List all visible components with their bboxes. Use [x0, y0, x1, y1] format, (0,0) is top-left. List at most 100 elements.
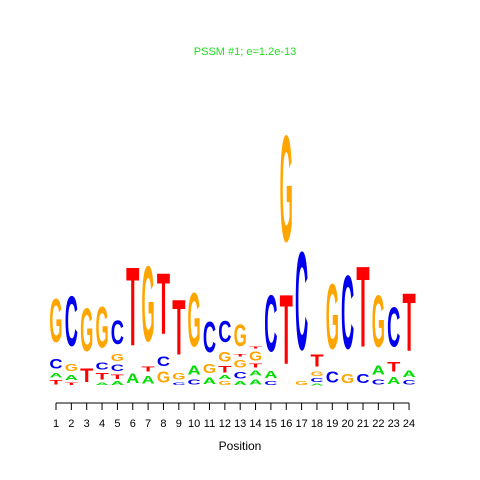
logo-letter-g: G: [142, 245, 155, 365]
logo-letter-a: A: [126, 371, 139, 387]
logo-letter-c: C: [264, 380, 278, 386]
logo-letter-a: A: [95, 382, 109, 386]
logo-letter-a: A: [249, 377, 262, 386]
logo-letter-t: T: [310, 351, 323, 371]
logo-letter-c: C: [188, 377, 201, 386]
logo-letter-c: C: [264, 279, 277, 369]
logo-letter-a: A: [188, 364, 201, 378]
logo-letter-g: G: [234, 319, 247, 354]
logo-letter-t: T: [111, 374, 125, 381]
x-tick-label: 4: [99, 418, 105, 430]
x-tick-label: 16: [280, 418, 292, 430]
x-tick-label: 18: [311, 418, 323, 430]
logo-letter-c: C: [341, 254, 354, 371]
logo-letter-g: G: [218, 350, 231, 365]
x-tick-label: 6: [130, 418, 136, 430]
x-tick-label: 10: [188, 418, 200, 430]
logo-letter-a: A: [203, 377, 216, 387]
x-tick-label: 19: [326, 418, 338, 430]
x-tick-label: 12: [219, 418, 231, 430]
x-axis-title: Position: [219, 439, 262, 453]
logo-letter-a: A: [111, 380, 125, 386]
logo-letter-g: G: [326, 265, 339, 369]
logo-letter-g: G: [341, 372, 354, 386]
logo-letter-t: T: [95, 372, 108, 382]
logo-letter-t: T: [356, 242, 369, 371]
logo-letter-t: T: [249, 346, 263, 349]
x-tick-label: 9: [176, 418, 182, 430]
logo-letter-t: T: [280, 276, 293, 387]
logo-letter-c: C: [402, 379, 415, 386]
logo-letter-g: G: [111, 351, 124, 363]
x-tick-label: 7: [145, 418, 151, 430]
x-tick-label: 17: [295, 418, 307, 430]
logo-letter-t: T: [142, 365, 155, 374]
logo-letter-c: C: [310, 377, 324, 383]
logo-letter-g: G: [280, 103, 293, 273]
x-tick-label: 21: [357, 418, 369, 430]
logo-letter-t: T: [172, 283, 185, 372]
chart-title: PSSM #1; e=1.2e-13: [194, 46, 296, 58]
x-tick-label: 3: [84, 418, 90, 430]
logo-letter-c: C: [326, 369, 339, 386]
logo-letter-a: A: [310, 383, 324, 386]
logo-letter-g: G: [172, 372, 185, 382]
logo-letter-g: G: [372, 281, 385, 364]
x-axis: 1 2 3 4 5 6 7 8 9 10 11 12 13 14 15 16 17 18 19 20 21 22 23 24: [53, 402, 415, 430]
logo-letter-t: T: [234, 353, 248, 357]
logo-letter-g: G: [157, 369, 170, 386]
logo-letter-g: G: [218, 380, 231, 386]
logo-letter-t: T: [157, 257, 170, 353]
logo-letter-c: C: [172, 382, 186, 386]
logo-letter-g: G: [310, 370, 323, 377]
logo-letter-c: C: [49, 357, 62, 373]
logo-letter-c: C: [387, 295, 400, 358]
x-tick-label: 24: [403, 418, 415, 430]
logo-letter-c: C: [65, 283, 78, 362]
x-tick-label: 8: [160, 418, 166, 430]
logo-letter-t: T: [387, 359, 400, 374]
logo-letter-a: A: [218, 375, 232, 381]
logo-letter-a: A: [402, 369, 415, 379]
logo-letter-a: A: [65, 373, 78, 382]
logo-letter-a: A: [142, 374, 155, 387]
logo-letter-t: T: [249, 363, 263, 369]
logo-letter-c: C: [111, 364, 124, 374]
logo-letter-g: G: [49, 286, 62, 356]
x-tick-label: 15: [265, 418, 277, 430]
logo-letter-g: G: [295, 380, 308, 386]
logo-letter-t: T: [218, 364, 231, 374]
logo-letter-c: C: [295, 223, 308, 380]
logo-letter-c: C: [372, 377, 385, 386]
logo-letter-t: T: [80, 366, 94, 387]
logo-letter-c: C: [157, 354, 170, 370]
logo-letter-g: G: [234, 358, 247, 371]
logo-letter-t: T: [65, 382, 79, 386]
logo-letter-g: G: [80, 295, 93, 365]
logo-letter-g: G: [203, 362, 216, 376]
x-tick-label: 1: [53, 418, 59, 430]
logo-letter-c: C: [95, 361, 109, 372]
letter-stacks: TACGTAGCTGATCGATCGCATATGGCTCGTCAGAGCGATG…: [49, 103, 415, 386]
x-tick-label: 2: [68, 418, 74, 430]
logo-letter-c: C: [218, 315, 231, 349]
x-tick-label: 22: [372, 418, 384, 430]
logo-letter-a: A: [49, 372, 62, 379]
logo-letter-g: G: [249, 349, 262, 363]
logo-letter-g: G: [95, 296, 108, 361]
logo-letter-a: A: [372, 364, 385, 378]
logo-letter-t: T: [402, 275, 415, 368]
x-tick-label: 14: [249, 418, 261, 430]
logo-letter-a: A: [234, 380, 248, 386]
logo-letter-a: A: [264, 370, 278, 381]
logo-letter-c: C: [203, 314, 216, 362]
x-tick-label: 13: [234, 418, 246, 430]
logo-letter-t: T: [49, 379, 63, 386]
logo-letter-c: C: [111, 313, 124, 352]
logo-letter-c: C: [234, 371, 247, 381]
logo-letter-a: A: [249, 369, 262, 378]
x-tick-label: 11: [204, 418, 215, 430]
x-tick-label: 5: [114, 418, 120, 430]
x-tick-label: 20: [342, 418, 354, 430]
